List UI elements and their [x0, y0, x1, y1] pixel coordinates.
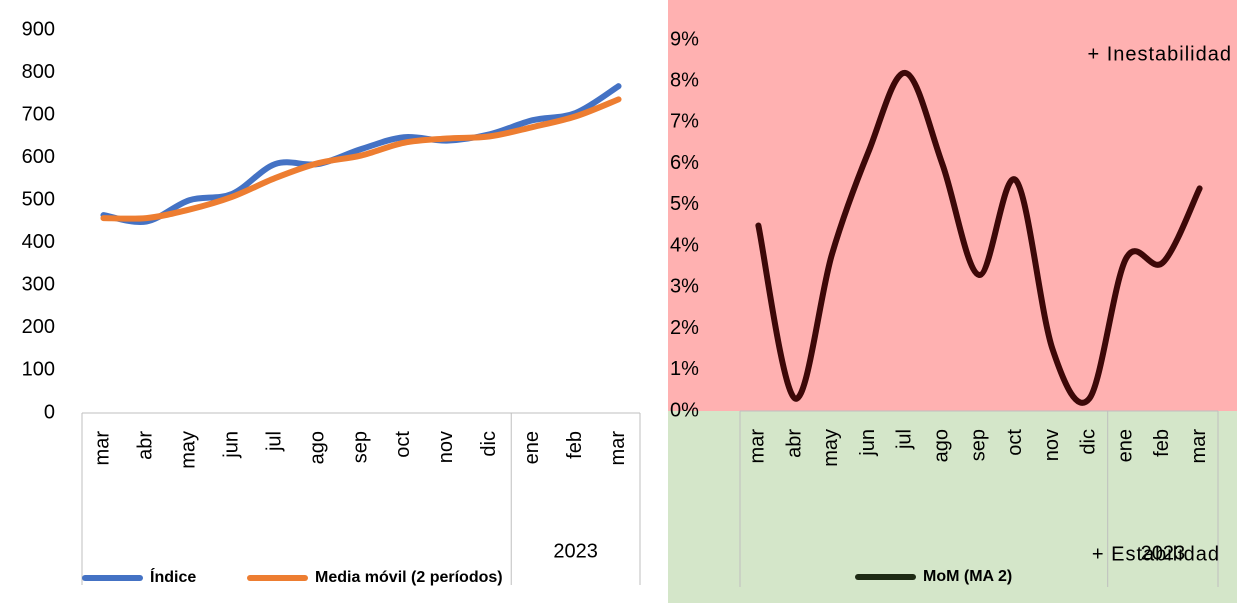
x-tick-label: jun — [221, 431, 243, 459]
group-label: 2023 — [1141, 542, 1186, 564]
y-tick-label: 100 — [22, 359, 55, 381]
x-tick-label: ene — [521, 431, 543, 464]
x-tick-label: feb — [564, 431, 586, 459]
x-tick-label: may — [178, 431, 200, 469]
x-tick-label: oct — [1004, 429, 1026, 456]
y-tick-label: 300 — [22, 274, 55, 296]
y-tick-label: 700 — [22, 103, 55, 125]
y-tick-label: 0 — [44, 401, 55, 423]
x-tick-label: dic — [1078, 429, 1100, 455]
y-tick-label: 400 — [22, 231, 55, 253]
y-tick-label: 4% — [670, 234, 699, 256]
y-tick-label: 6% — [670, 152, 699, 174]
series-line — [755, 70, 1203, 406]
x-tick-label: abr — [783, 429, 805, 458]
y-tick-label: 900 — [22, 18, 55, 40]
y-tick-label: 500 — [22, 189, 55, 211]
x-tick-label: feb — [1151, 429, 1173, 457]
x-tick-label: sep — [349, 431, 371, 463]
annotation: + Estabilidad — [1092, 543, 1220, 565]
y-tick-label: 600 — [22, 146, 55, 168]
x-tick-label: sep — [967, 429, 989, 461]
series-line — [100, 83, 622, 225]
y-tick-label: 1% — [670, 358, 699, 380]
x-tick-label: mar — [747, 429, 769, 464]
x-tick-label: may — [820, 429, 842, 467]
x-tick-label: mar — [607, 431, 629, 466]
x-tick-label: jul — [263, 431, 285, 452]
y-tick-label: 9% — [670, 28, 699, 50]
y-tick-label: 3% — [670, 276, 699, 298]
x-tick-label: nov — [1041, 429, 1063, 461]
x-tick-label: ago — [306, 431, 328, 464]
y-tick-label: 5% — [670, 193, 699, 215]
x-tick-label: dic — [478, 431, 500, 457]
y-tick-label: 2% — [670, 317, 699, 339]
x-tick-label: jul — [894, 429, 916, 450]
legend-label: Media móvil (2 períodos) — [315, 569, 503, 586]
x-tick-label: nov — [435, 431, 457, 463]
y-tick-label: 7% — [670, 111, 699, 133]
annotation: + Inestabilidad — [1087, 43, 1232, 65]
x-tick-label: oct — [392, 431, 414, 458]
y-tick-label: 0% — [670, 399, 699, 421]
x-tick-label: abr — [135, 431, 157, 460]
zone-stable — [668, 411, 1237, 603]
legend-label: MoM (MA 2) — [923, 568, 1012, 585]
x-tick-label: mar — [92, 431, 114, 466]
x-tick-label: ene — [1114, 429, 1136, 462]
x-tick-label: mar — [1188, 429, 1210, 464]
y-tick-label: 800 — [22, 61, 55, 83]
legend-label: Índice — [150, 567, 196, 586]
group-label: 2023 — [553, 540, 598, 562]
y-tick-label: 200 — [22, 316, 55, 338]
x-tick-label: ago — [931, 429, 953, 462]
series-line — [100, 96, 622, 222]
y-tick-label: 8% — [670, 70, 699, 92]
x-tick-label: jun — [857, 429, 879, 457]
